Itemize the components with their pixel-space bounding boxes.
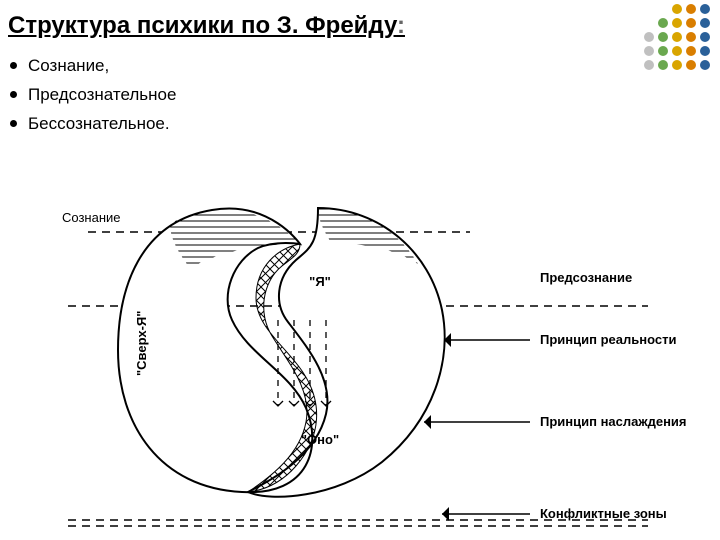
dot-icon xyxy=(658,32,668,42)
title-text: Структура психики по З. Фрейду xyxy=(8,12,397,39)
page-title: Структура психики по З. Фрейду: xyxy=(0,0,720,50)
dot-icon xyxy=(686,18,696,28)
title-colon: : xyxy=(397,12,405,39)
decorative-dot-grid xyxy=(644,4,714,74)
label-superego: "Сверх-Я" xyxy=(134,311,149,376)
dot-icon xyxy=(672,60,682,70)
dot-icon xyxy=(658,18,668,28)
dot-icon xyxy=(700,60,710,70)
list-item: Предсознательное xyxy=(28,81,720,110)
dot-icon xyxy=(658,60,668,70)
dot-icon xyxy=(672,46,682,56)
label-reality: Принцип реальности xyxy=(540,332,676,347)
dot-icon xyxy=(644,60,654,70)
label-preconscious: Предсознание xyxy=(540,270,632,285)
dot-icon xyxy=(700,32,710,42)
dot-icon xyxy=(658,46,668,56)
dot-icon xyxy=(672,18,682,28)
list-item: Сознание, xyxy=(28,52,720,81)
psyche-diagram: Сознание Предсознание Принцип реальности Пр… xyxy=(0,170,720,540)
dot-icon xyxy=(672,4,682,14)
dot-icon xyxy=(686,60,696,70)
dot-icon xyxy=(672,32,682,42)
list-item: Бессознательное. xyxy=(28,110,720,139)
dot-icon xyxy=(686,32,696,42)
label-conflict: Конфликтные зоны xyxy=(540,506,667,521)
dot-icon xyxy=(700,46,710,56)
dot-icon xyxy=(700,18,710,28)
dot-icon xyxy=(700,4,710,14)
dot-icon xyxy=(644,32,654,42)
dot-icon xyxy=(644,46,654,56)
label-consciousness_left: Сознание xyxy=(62,210,121,225)
label-pleasure: Принцип наслаждения xyxy=(540,414,687,429)
label-ego: "Я" xyxy=(309,274,331,289)
dot-icon xyxy=(686,4,696,14)
dot-icon xyxy=(686,46,696,56)
label-id: "Оно" xyxy=(301,432,339,447)
bullet-list: Сознание, Предсознательное Бессознательн… xyxy=(0,50,720,149)
